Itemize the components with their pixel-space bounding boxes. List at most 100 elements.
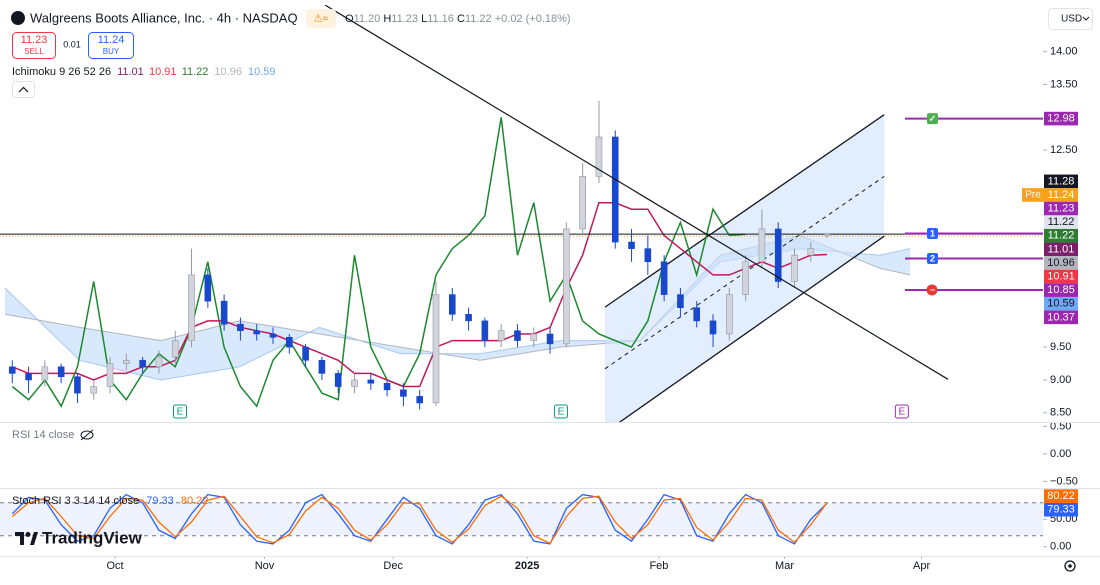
ohlc-value: 11.23 [391, 13, 418, 25]
order-icon-text: 2 [930, 253, 935, 263]
buy-button[interactable]: 11.24 BUY [88, 32, 134, 59]
order-icon-text: 1 [930, 228, 935, 238]
candle-body [367, 379, 375, 384]
order-icon [927, 252, 938, 264]
price-label [1044, 201, 1078, 216]
tradingview-logo: TradingView [15, 528, 143, 547]
sell-box[interactable] [12, 32, 56, 59]
candle-body [530, 333, 538, 341]
rsi-title: RSI 14 close [12, 429, 74, 441]
y-tick-label: 13.50 [1050, 78, 1078, 90]
price-label-text: 10.91 [1047, 270, 1075, 282]
y-tick-label: 8.50 [1050, 407, 1071, 419]
price-label [1044, 174, 1078, 189]
candle-body [807, 248, 815, 256]
logo-mark [25, 532, 31, 537]
y-tick-label: 0.00 [1050, 541, 1071, 553]
settings-icon[interactable] [1068, 564, 1072, 568]
collapse-button[interactable] [12, 81, 35, 98]
stoch-d-value: 80.22 [181, 495, 209, 507]
ohlc-value: 11.20 [354, 13, 381, 25]
indicator-value: 10.91 [149, 66, 176, 78]
candle-body [514, 330, 521, 341]
spread: 0.01 [63, 39, 81, 49]
price-label-text: 11.23 [1048, 202, 1075, 214]
price-label-text: 11.22 [1048, 230, 1075, 242]
candle-body [188, 274, 195, 341]
candle-body [677, 294, 684, 309]
candle-body [90, 386, 98, 394]
candle-body [563, 228, 570, 345]
ohlc-value: 11.22 [465, 13, 492, 25]
eye-icon[interactable] [80, 430, 94, 440]
trendline [324, 5, 949, 380]
currency-caret[interactable] [1082, 16, 1090, 21]
x-tick-label: Oct [106, 560, 123, 572]
candle-body [823, 233, 831, 236]
price-label [1044, 310, 1078, 325]
candle-body [8, 366, 16, 374]
sell-price[interactable]: 11.23 [21, 34, 48, 46]
candle-body [791, 254, 798, 282]
sell-button[interactable]: 11.23 SELL [12, 32, 56, 59]
indicator-value: 10.96 [214, 66, 242, 78]
settings-icon[interactable] [1064, 560, 1076, 572]
currency[interactable]: USD [1061, 14, 1082, 25]
candle-body [579, 176, 586, 230]
ohlc-key: H [383, 13, 391, 25]
symbol-title: Walgreens Boots Alliance, Inc. · 4h · NA… [30, 10, 298, 25]
logo-mark [15, 532, 24, 545]
candle-body [611, 136, 619, 243]
price-label [1044, 111, 1078, 126]
order-icon [926, 284, 938, 296]
ichimoku-line [12, 201, 828, 388]
ichimoku-line [11, 117, 746, 408]
value-label [1044, 502, 1078, 517]
price-label-text: 10.37 [1047, 311, 1075, 323]
earnings-marker [173, 404, 188, 419]
candle-body [432, 294, 440, 404]
buy-label[interactable]: BUY [103, 47, 120, 56]
ohlc-value: 11.16 [427, 13, 454, 25]
channel-lower [618, 235, 885, 422]
y-tick-label: 0.00 [1050, 448, 1071, 460]
candle-body [726, 294, 733, 335]
currency-button[interactable] [1048, 8, 1093, 30]
logo-text: TradingView [42, 528, 143, 547]
earnings-marker [553, 404, 568, 419]
y-tick-label: 14.00 [1050, 46, 1078, 58]
visibility-icon[interactable] [80, 429, 94, 441]
price-label-text: 10.85 [1047, 284, 1075, 296]
y-tick-label: −0.50 [1050, 475, 1078, 487]
candle-body [481, 320, 489, 341]
x-tick-label: Mar [775, 560, 794, 572]
sell-label[interactable]: SELL [24, 47, 44, 56]
x-tick-label: 2025 [515, 560, 539, 572]
candle-body [25, 373, 32, 381]
candle-body [595, 136, 603, 177]
buy-price[interactable]: 11.24 [98, 34, 125, 46]
order-icon [927, 113, 938, 125]
price-label-tag-text: Pre [1025, 190, 1041, 201]
candle-body [74, 376, 81, 394]
stoch-k-value: 79.33 [146, 495, 174, 507]
candle-body [318, 359, 326, 374]
price-label-text: 12.98 [1047, 113, 1075, 125]
value-label [1044, 489, 1078, 503]
buy-box[interactable] [88, 32, 134, 59]
ohlc-key: O [345, 13, 354, 25]
price-label [1044, 228, 1078, 243]
value-label-text: 80.22 [1047, 490, 1075, 502]
collapse-icon[interactable] [18, 86, 29, 93]
candle-body [334, 373, 342, 387]
candle-body [41, 366, 49, 381]
candle-body [758, 228, 766, 263]
eye-slash[interactable] [80, 429, 94, 441]
x-tick-label: Feb [649, 560, 668, 572]
price-label-tag [1022, 188, 1044, 202]
price-label-text: 11.28 [1048, 175, 1075, 187]
candle-body [660, 261, 668, 295]
candle-body [57, 366, 65, 377]
